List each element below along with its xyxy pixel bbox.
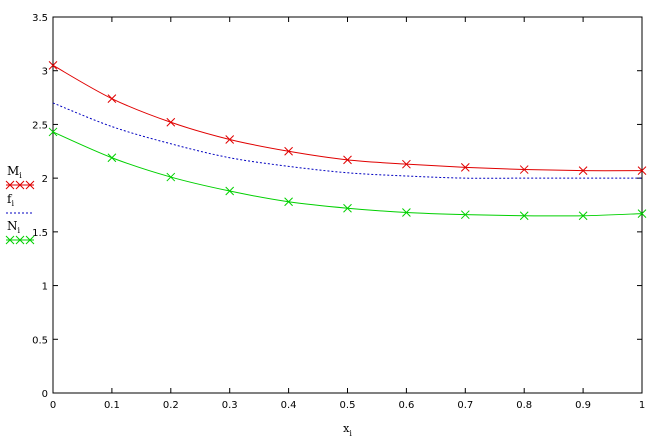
x-tick-label: 1 bbox=[639, 400, 645, 411]
data-point-n bbox=[284, 197, 293, 207]
series-line-n bbox=[52, 131, 643, 217]
y-tick-label: 1.5 bbox=[32, 228, 48, 239]
x-tick-label: 0.7 bbox=[457, 400, 473, 411]
plot-frame bbox=[52, 16, 643, 394]
x-tick-label: 0.1 bbox=[104, 400, 120, 411]
legend-marker-n bbox=[15, 235, 25, 245]
data-point-n bbox=[107, 153, 117, 163]
legend-marker-m bbox=[15, 180, 25, 190]
legend-marker-m bbox=[25, 180, 35, 190]
data-point-n bbox=[225, 186, 235, 196]
legend-marker-m bbox=[5, 180, 15, 190]
legend-marker-n bbox=[5, 235, 15, 245]
data-point-m bbox=[578, 166, 588, 175]
y-tick-label: 1 bbox=[42, 282, 48, 293]
data-point-n bbox=[402, 208, 411, 217]
y-tick-label: 0.5 bbox=[32, 335, 48, 346]
data-point-m bbox=[225, 135, 235, 144]
data-point-n bbox=[48, 127, 58, 137]
y-tick-label: 2.5 bbox=[32, 120, 48, 131]
data-point-m bbox=[519, 165, 529, 174]
y-tick-label: 3 bbox=[42, 67, 48, 78]
series-line-f bbox=[52, 102, 642, 179]
data-point-m bbox=[343, 155, 352, 165]
data-point-m bbox=[284, 146, 293, 156]
data-point-m bbox=[460, 163, 470, 172]
x-axis-label: xi bbox=[343, 422, 352, 438]
y-tick-label: 0 bbox=[42, 389, 48, 400]
data-point-m bbox=[166, 117, 176, 127]
x-tick-label: 0.3 bbox=[222, 400, 238, 411]
x-tick-label: 0.5 bbox=[340, 400, 356, 411]
data-point-m bbox=[107, 94, 117, 103]
data-point-n bbox=[166, 172, 176, 182]
series-line-m bbox=[52, 64, 643, 172]
y-tick-label: 3.5 bbox=[32, 13, 48, 24]
data-point-m bbox=[637, 166, 647, 175]
legend-label-f: fi bbox=[7, 192, 14, 208]
data-point-n bbox=[519, 211, 529, 221]
data-point-n bbox=[343, 203, 352, 213]
legend-label-m: Mi bbox=[7, 164, 22, 180]
legend-marker-n bbox=[25, 235, 35, 245]
data-point-n bbox=[637, 209, 647, 218]
x-tick-label: 0 bbox=[50, 400, 56, 411]
legend-label-n: Ni bbox=[7, 219, 21, 235]
data-point-n bbox=[460, 210, 470, 220]
x-tick-label: 0.9 bbox=[575, 400, 591, 411]
x-tick-label: 0.2 bbox=[163, 400, 179, 411]
x-tick-label: 0.4 bbox=[281, 400, 297, 411]
data-point-n bbox=[578, 211, 588, 221]
x-tick-label: 0.8 bbox=[516, 400, 532, 411]
data-point-m bbox=[48, 60, 58, 70]
y-tick-label: 2 bbox=[42, 174, 48, 185]
data-point-m bbox=[402, 159, 411, 169]
x-tick-label: 0.6 bbox=[398, 400, 414, 411]
